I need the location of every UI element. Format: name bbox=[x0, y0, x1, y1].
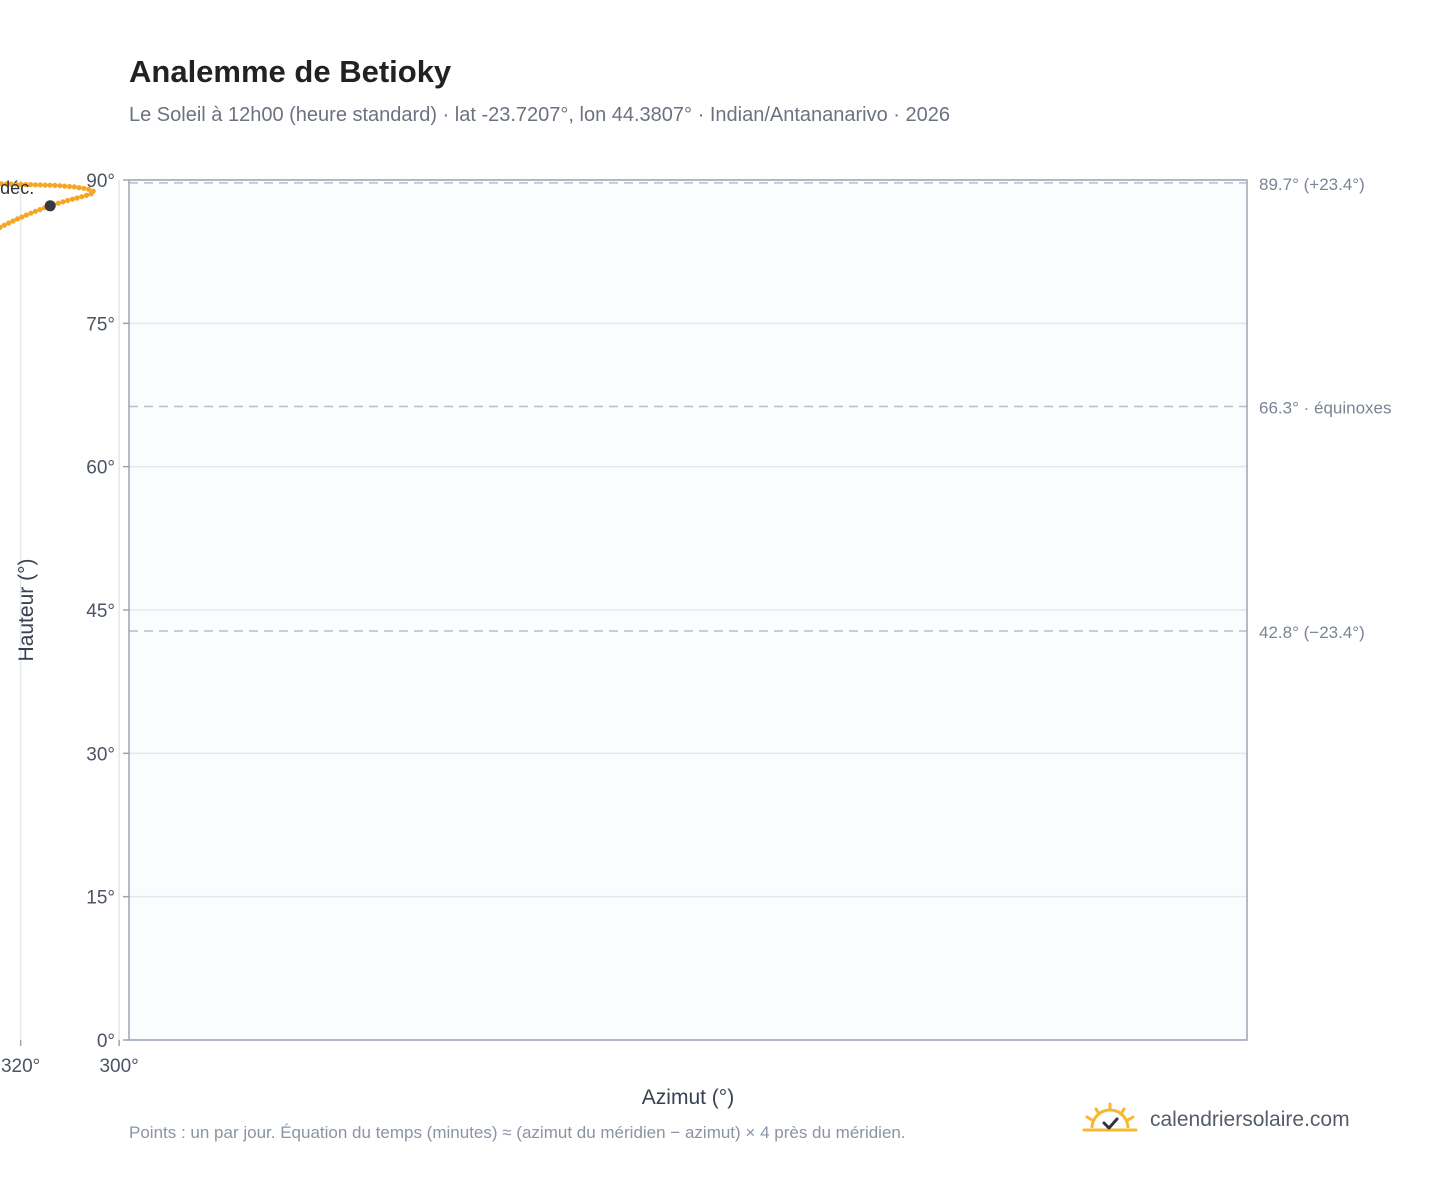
y-tick-label: 45° bbox=[86, 601, 115, 622]
reference-line-label: 89.7° (+23.4°) bbox=[1259, 175, 1365, 194]
daily-point bbox=[42, 182, 48, 188]
brand-link[interactable]: calendriersolaire.com bbox=[1082, 1102, 1350, 1138]
daily-point bbox=[47, 182, 53, 188]
month-markers: 1 janv.1 févr.1 mars1 avril1 mai1 juin1 … bbox=[0, 178, 56, 212]
daily-point bbox=[76, 185, 82, 191]
daily-point bbox=[66, 183, 73, 190]
y-tick-label: 75° bbox=[86, 314, 115, 335]
y-tick-label: 90° bbox=[86, 171, 115, 192]
daily-point bbox=[69, 196, 75, 202]
daily-point bbox=[28, 210, 34, 216]
daily-point bbox=[28, 182, 34, 188]
daily-point bbox=[57, 183, 63, 189]
y-tick-label: 30° bbox=[86, 744, 115, 765]
daily-point bbox=[74, 195, 80, 201]
daily-point bbox=[60, 199, 66, 205]
daily-point bbox=[23, 212, 29, 218]
daily-point bbox=[23, 181, 29, 188]
x-tick-label: 320° bbox=[1, 1056, 40, 1077]
y-axis-label: Hauteur (°) bbox=[15, 559, 38, 662]
daily-point bbox=[13, 181, 19, 187]
daily-point bbox=[8, 181, 14, 187]
daily-point bbox=[14, 216, 21, 222]
daily-point bbox=[37, 207, 43, 213]
footnote: Points : un par jour. Équation du temps … bbox=[129, 1123, 906, 1142]
daily-point bbox=[0, 224, 3, 230]
brand-name: calendriersolaire.com bbox=[1150, 1108, 1350, 1131]
daily-point bbox=[6, 220, 12, 226]
daily-point bbox=[83, 192, 90, 198]
daily-point bbox=[55, 200, 61, 206]
y-tick-label: 0° bbox=[97, 1031, 115, 1052]
x-tick-label: 300° bbox=[99, 1056, 138, 1077]
daily-point bbox=[88, 191, 94, 197]
chart-subtitle: Le Soleil à 12h00 (heure standard) · lat… bbox=[129, 104, 950, 126]
daily-point bbox=[86, 186, 92, 192]
daily-point bbox=[3, 181, 9, 187]
daily-point bbox=[18, 181, 24, 187]
daily-point bbox=[32, 182, 39, 188]
daily-point bbox=[37, 182, 43, 188]
daily-point bbox=[0, 181, 4, 187]
x-axis-ticks: 300°320°340°0°20°40°60° bbox=[1, 1040, 139, 1077]
y-tick-label: 15° bbox=[86, 888, 115, 909]
daily-point bbox=[1, 222, 7, 228]
reference-lines: 89.7° (+23.4°) 66.3° · équinoxes 42.8° (−2… bbox=[129, 175, 1392, 642]
daily-point bbox=[32, 208, 39, 214]
x-axis-label: Azimut (°) bbox=[642, 1086, 734, 1109]
sun-logo-icon bbox=[1082, 1102, 1138, 1132]
daily-point bbox=[52, 182, 58, 188]
daily-point bbox=[71, 184, 77, 190]
y-tick-label: 60° bbox=[86, 458, 115, 479]
reference-line-label: 66.3° · équinoxes bbox=[1259, 398, 1392, 417]
month-marker-label: 1 déc. bbox=[0, 178, 34, 198]
daily-point bbox=[10, 218, 16, 224]
daily-point bbox=[65, 197, 71, 204]
y-axis-ticks: 0° 15° 30° 45° 60° 75° 90° bbox=[86, 171, 129, 1052]
daily-point bbox=[81, 185, 87, 191]
chart-title: Analemme de Betioky bbox=[129, 54, 452, 89]
daily-point bbox=[79, 194, 85, 200]
daily-point bbox=[62, 183, 68, 189]
daily-point bbox=[19, 214, 25, 220]
month-marker-dot bbox=[44, 200, 56, 212]
reference-line-label: 42.8° (−23.4°) bbox=[1259, 623, 1365, 642]
